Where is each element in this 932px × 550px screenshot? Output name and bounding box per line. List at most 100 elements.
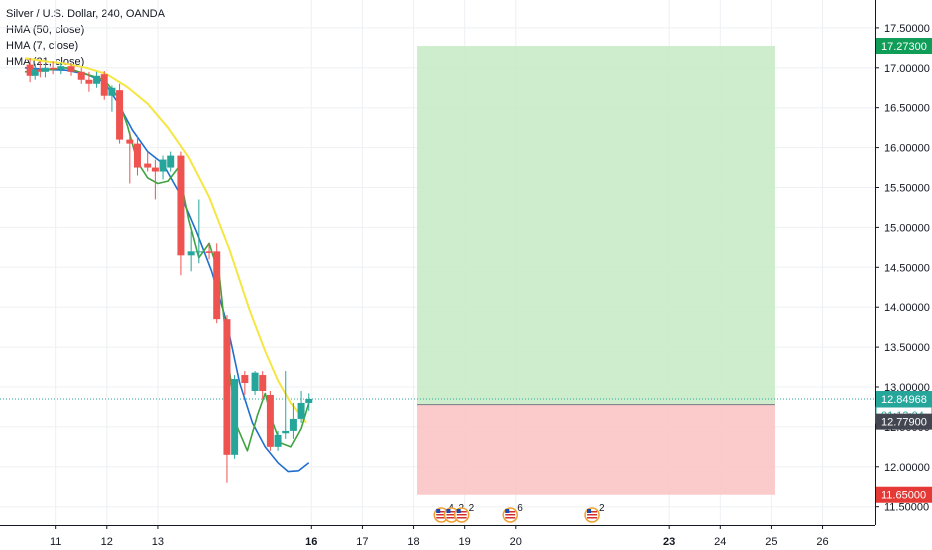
candle-body (266, 394, 274, 447)
event-flag-icon[interactable]: 6 (502, 503, 523, 523)
price-tag-text: 17.27300 (881, 41, 927, 53)
y-tick-label: 12.00000 (884, 462, 930, 474)
candle-body (77, 71, 85, 80)
flag-stripe (505, 511, 516, 513)
flag-stripe (587, 514, 598, 516)
candle-body (133, 143, 141, 168)
flag-stripe (587, 511, 598, 513)
price-tag-text: 12.77900 (881, 417, 927, 429)
candle (57, 63, 65, 75)
candle-body (297, 402, 305, 419)
candle (289, 402, 297, 439)
candle-body (223, 319, 231, 455)
candle (36, 61, 44, 78)
candle-body (151, 167, 159, 172)
price-tag-bg (876, 486, 932, 503)
candle-body (85, 79, 93, 84)
candle (31, 63, 39, 80)
candle (133, 135, 141, 176)
candle (26, 58, 34, 83)
x-tick-label: 17 (356, 536, 368, 548)
candle (93, 71, 101, 88)
x-tick-label: 24 (714, 536, 726, 548)
event-flag-icon[interactable]: 2 (584, 503, 605, 523)
candle-body (100, 74, 108, 96)
candle (205, 243, 213, 260)
flag-canton (446, 509, 451, 513)
x-tick-label: 18 (407, 536, 419, 548)
x-tick-label: 19 (459, 536, 471, 548)
x-tick-label: 26 (816, 536, 828, 548)
candle-body (274, 434, 282, 447)
candle-body (144, 163, 152, 168)
candle-body (126, 139, 134, 144)
candle (177, 151, 185, 276)
event-count: 2 (599, 503, 605, 514)
candle (266, 390, 274, 451)
y-tick-label: 16.50000 (884, 103, 930, 115)
candle (85, 71, 93, 92)
candle (49, 61, 57, 75)
x-tick-label: 23 (663, 536, 675, 548)
candle (116, 83, 124, 144)
y-tick-label: 15.00000 (884, 222, 930, 234)
price-tag-text: 11.65000 (881, 490, 926, 502)
candle (195, 199, 203, 264)
economic-events[interactable]: 42262 (433, 503, 605, 523)
candle-body (167, 155, 175, 168)
candle (259, 371, 267, 399)
hma7-line (24, 67, 310, 473)
flag-stripe (446, 511, 457, 513)
candle-body (187, 251, 195, 256)
x-tick-label: 13 (152, 536, 164, 548)
flag-stripe (446, 517, 457, 519)
candle-body (231, 379, 239, 455)
candle-body (213, 251, 221, 320)
candle (77, 67, 85, 84)
stop-price-tag: 11.65000 (876, 486, 932, 503)
flag-stripe (587, 517, 598, 519)
last-price-tag: 12.84968 (876, 390, 932, 407)
x-tick-label: 16 (305, 536, 317, 548)
flag-stripe (446, 514, 457, 516)
candle-body (116, 90, 124, 140)
x-tick-label: 20 (510, 536, 522, 548)
candle (151, 159, 159, 200)
flag-canton (456, 509, 461, 513)
candle-body (67, 66, 75, 72)
candle (231, 375, 239, 459)
flag-stripe (505, 517, 516, 519)
candle-body (195, 251, 203, 253)
candle-body (177, 155, 185, 256)
event-flag-icon[interactable]: 2 (453, 503, 475, 523)
candle-body (159, 159, 167, 172)
candle (297, 390, 305, 423)
target-price-tag: 17.27300 (876, 38, 932, 55)
candle (144, 151, 152, 172)
candle (159, 155, 167, 180)
hma-lines (24, 57, 310, 473)
candle (108, 85, 116, 112)
flag-canton (505, 509, 510, 513)
candle-body (259, 375, 267, 391)
long-position-tool[interactable] (417, 46, 775, 495)
candle (274, 430, 282, 451)
y-tick-label: 14.00000 (884, 302, 930, 314)
candle (241, 371, 249, 395)
candle-body (57, 66, 65, 70)
flag-stripe (436, 514, 447, 516)
price-tag-bg (876, 413, 932, 430)
candle (223, 315, 231, 483)
y-tick-label: 15.50000 (884, 183, 930, 195)
entry-price-tag: 12.77900 (876, 413, 932, 430)
event-count: 2 (469, 503, 475, 514)
candle (126, 131, 134, 184)
y-tick-label: 16.00000 (884, 143, 930, 155)
candle (187, 231, 195, 272)
flag-stripe (505, 514, 516, 516)
flag-stripe (456, 517, 467, 519)
candle (167, 151, 175, 172)
x-tick-label: 25 (765, 536, 777, 548)
